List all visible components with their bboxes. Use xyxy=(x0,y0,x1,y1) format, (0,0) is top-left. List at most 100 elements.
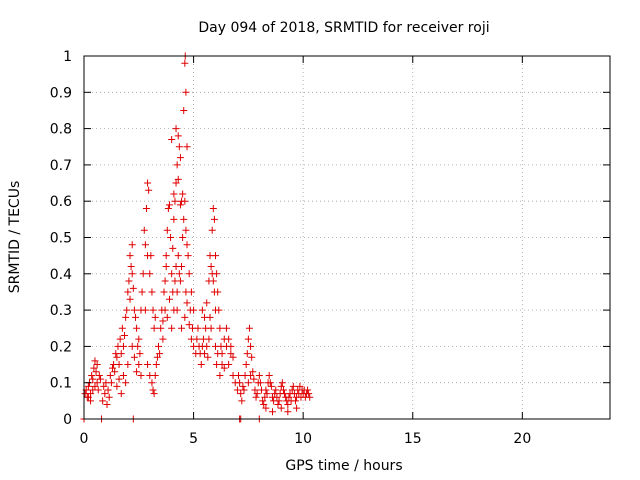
data-point xyxy=(225,335,233,343)
x-tick-label: 10 xyxy=(294,431,312,447)
data-point xyxy=(168,135,176,143)
data-point xyxy=(268,408,276,416)
data-point xyxy=(135,335,143,343)
data-point xyxy=(213,270,221,278)
data-point xyxy=(84,393,92,401)
data-point xyxy=(275,397,283,405)
data-point xyxy=(181,197,189,205)
data-point xyxy=(129,284,137,292)
data-point xyxy=(152,361,160,369)
data-point xyxy=(277,404,285,412)
data-point xyxy=(212,342,219,350)
x-tick-label: 0 xyxy=(80,431,89,447)
data-point xyxy=(133,324,141,332)
data-point xyxy=(116,335,124,343)
y-tick-label: 1 xyxy=(63,49,72,65)
x-tick-label: 15 xyxy=(404,431,422,447)
data-point xyxy=(128,342,136,350)
data-point xyxy=(284,400,292,408)
axis-ticks xyxy=(83,55,610,420)
data-point xyxy=(293,404,301,412)
data-point xyxy=(247,371,255,379)
data-point xyxy=(207,324,215,332)
data-point xyxy=(175,143,183,151)
data-point xyxy=(209,277,217,285)
data-point xyxy=(250,375,258,383)
data-point xyxy=(147,252,155,260)
data-point xyxy=(126,252,134,260)
data-point xyxy=(176,277,184,285)
data-point xyxy=(168,324,176,332)
data-point xyxy=(113,353,121,361)
data-point xyxy=(236,379,244,387)
y-tick-label: 0.9 xyxy=(50,85,72,101)
data-point xyxy=(285,393,293,401)
data-point xyxy=(229,353,237,361)
data-point xyxy=(284,408,292,416)
data-point xyxy=(133,368,141,376)
data-point xyxy=(161,277,169,285)
data-point xyxy=(149,386,157,394)
data-point xyxy=(240,386,248,394)
data-point xyxy=(174,132,182,140)
data-point xyxy=(162,252,170,260)
data-point xyxy=(237,390,245,398)
data-point xyxy=(165,201,173,209)
data-point xyxy=(220,364,228,372)
data-point xyxy=(175,270,183,278)
data-point xyxy=(185,270,193,278)
data-point xyxy=(122,313,130,321)
data-point xyxy=(205,335,213,343)
x-tick-label: 5 xyxy=(189,431,198,447)
data-point xyxy=(255,371,263,379)
data-point xyxy=(142,204,150,212)
data-point xyxy=(182,288,190,296)
plot-frame xyxy=(83,55,611,420)
data-point xyxy=(115,375,123,383)
data-point xyxy=(262,404,270,412)
data-point xyxy=(204,353,212,361)
data-point xyxy=(128,270,136,278)
data-point xyxy=(291,397,299,405)
data-point xyxy=(172,125,180,133)
data-point xyxy=(91,357,99,365)
x-tick-label: 20 xyxy=(513,431,531,447)
data-point xyxy=(101,390,109,398)
data-point xyxy=(171,197,179,205)
data-point xyxy=(180,106,188,114)
data-point xyxy=(132,313,140,321)
data-point xyxy=(253,390,261,398)
data-point xyxy=(245,324,253,332)
data-point xyxy=(169,244,177,252)
data-point xyxy=(304,386,312,394)
data-point xyxy=(242,361,250,369)
data-point xyxy=(151,371,159,379)
data-point xyxy=(249,368,257,376)
tick-labels: 00.10.20.30.40.50.60.70.80.910 5 10 15 20 xyxy=(50,49,532,447)
data-point xyxy=(122,379,130,387)
data-point xyxy=(145,186,153,194)
data-point xyxy=(93,361,101,369)
data-point xyxy=(92,368,100,376)
data-point xyxy=(87,397,95,405)
data-point xyxy=(243,350,251,358)
data-point xyxy=(183,241,191,249)
data-point xyxy=(156,350,164,358)
data-point xyxy=(209,204,217,212)
data-point xyxy=(222,324,230,332)
data-point xyxy=(218,361,226,369)
data-point xyxy=(239,382,247,390)
y-tick-label: 0.8 xyxy=(50,122,72,138)
data-point xyxy=(181,59,189,67)
data-point xyxy=(159,317,167,325)
y-tick-label: 0.3 xyxy=(50,303,72,319)
data-point xyxy=(107,379,115,387)
data-point xyxy=(117,350,125,358)
x-axis-label: GPS time / hours xyxy=(285,458,402,474)
data-point xyxy=(146,270,154,278)
data-point xyxy=(198,306,206,314)
data-point xyxy=(160,288,168,296)
data-point xyxy=(89,386,97,394)
data-point xyxy=(96,375,104,383)
data-point xyxy=(89,375,97,383)
